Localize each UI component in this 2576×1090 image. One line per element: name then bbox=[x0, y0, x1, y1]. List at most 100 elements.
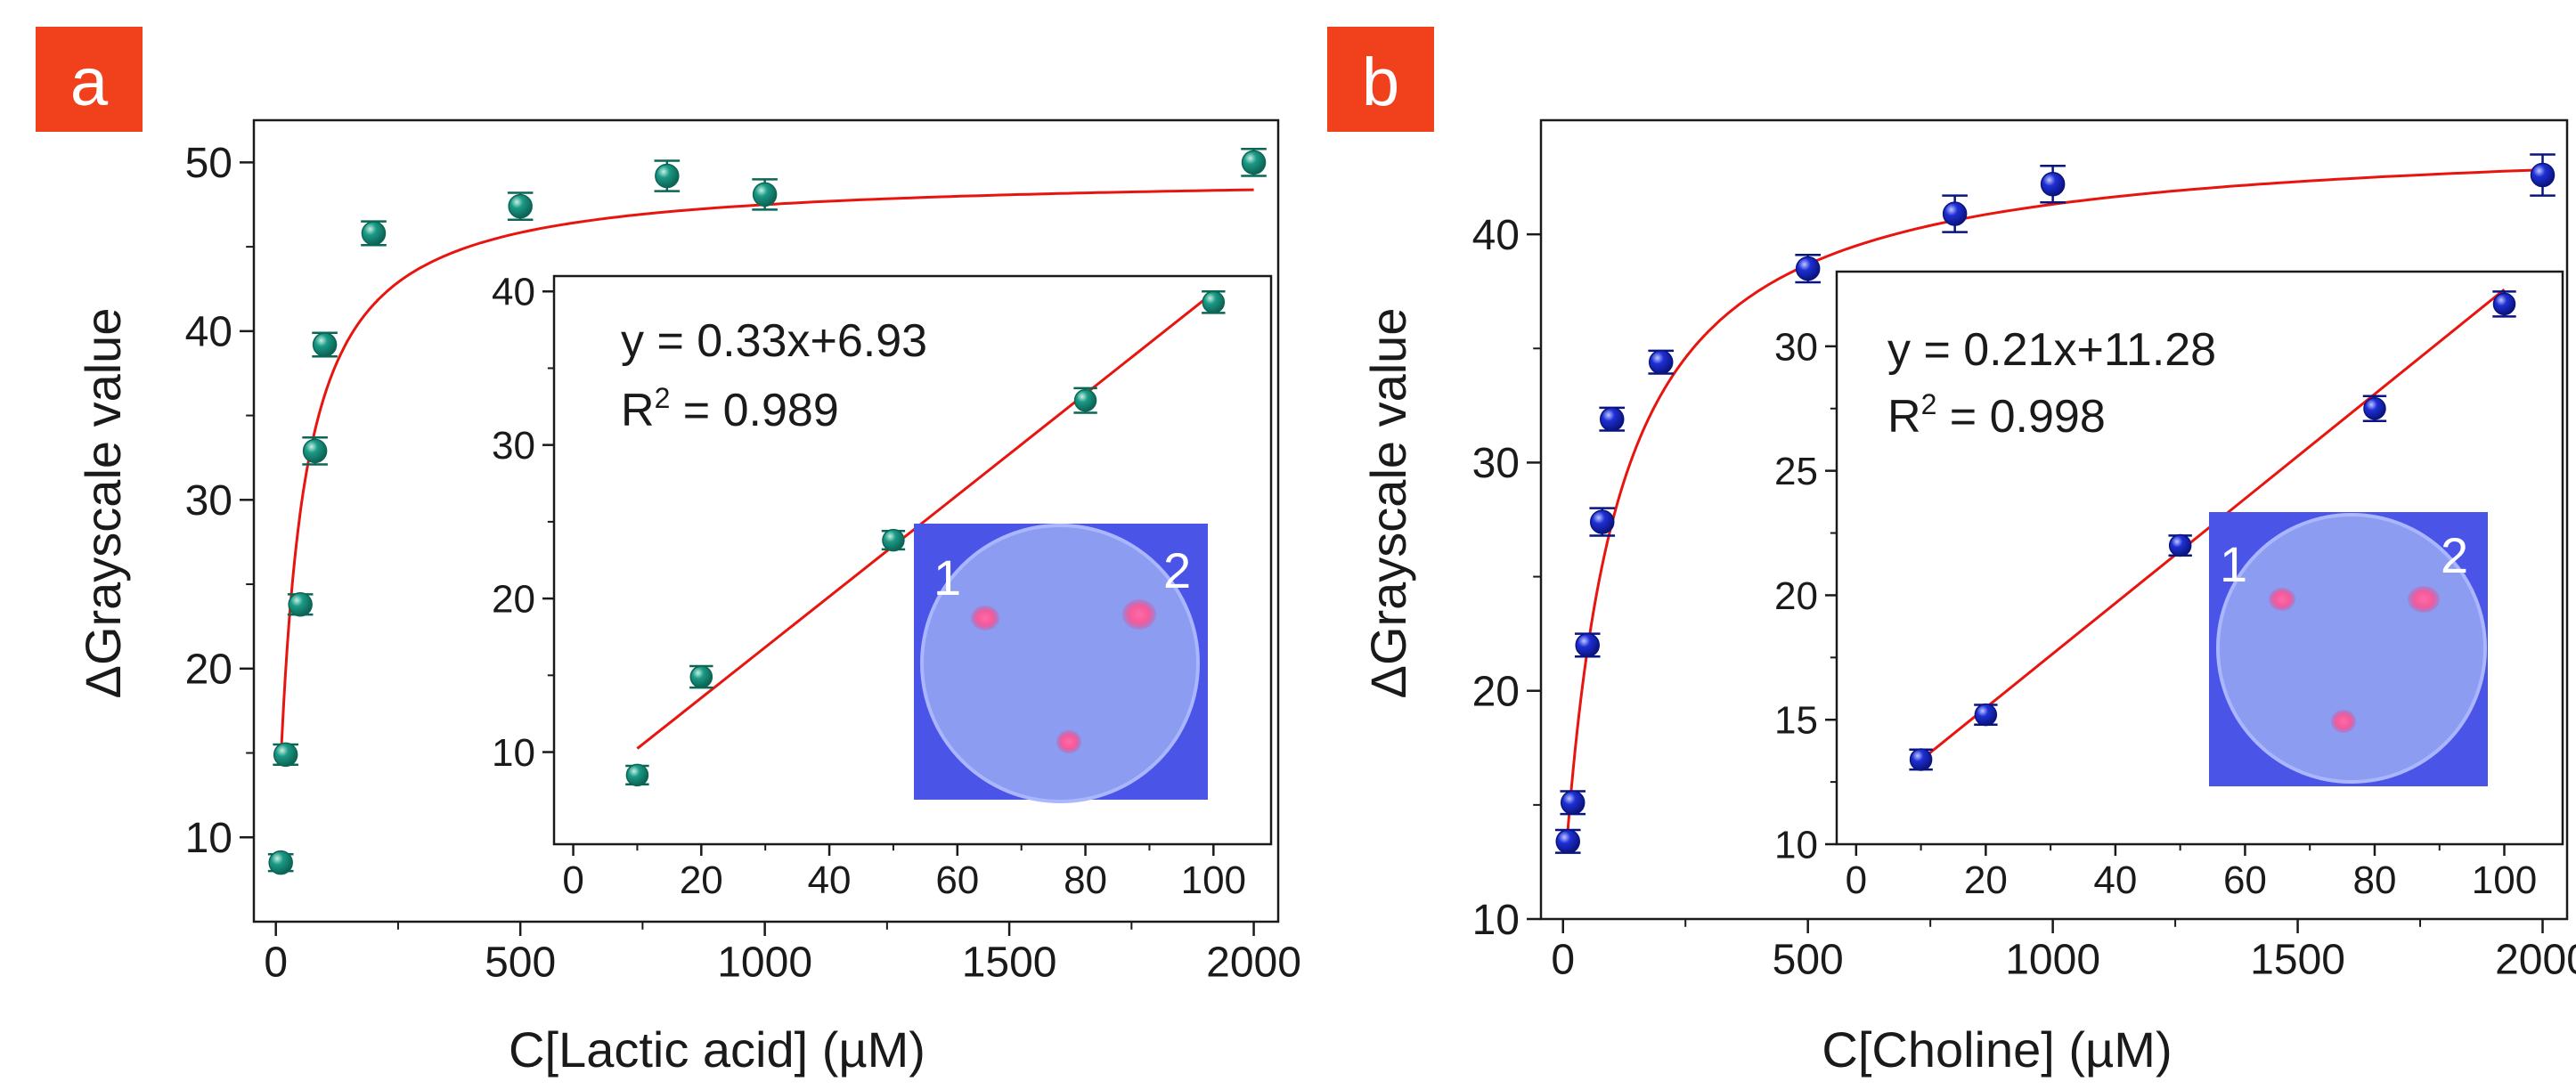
fit-curve bbox=[279, 188, 1254, 763]
inset-photo: 1 2 bbox=[914, 524, 1208, 803]
x-tick-label: 40 bbox=[808, 858, 852, 902]
data-point bbox=[273, 742, 298, 768]
data-point bbox=[302, 438, 328, 464]
photo-label-1: 1 bbox=[2220, 536, 2247, 592]
inset-photo: 1 2 bbox=[2209, 512, 2488, 786]
data-point bbox=[508, 193, 533, 219]
y-tick-label: 40 bbox=[1472, 212, 1520, 259]
y-tick-label: 30 bbox=[1472, 440, 1520, 487]
panel-label-badge bbox=[1327, 27, 1434, 132]
y-tick-label: 25 bbox=[1774, 450, 1818, 493]
inset-equation: y = 0.33x+6.93 bbox=[621, 315, 927, 367]
x-tick-label: 80 bbox=[2352, 858, 2396, 902]
data-point bbox=[2040, 172, 2066, 197]
y-tick-label: 20 bbox=[1774, 574, 1818, 618]
y-axis-label: ΔGrayscale value bbox=[1360, 308, 1416, 699]
y-tick-label: 30 bbox=[492, 424, 535, 468]
inset-r-squared: R2 = 0.998 bbox=[1887, 388, 2106, 443]
panel-label: a bbox=[70, 45, 109, 120]
x-tick-label: 0 bbox=[264, 940, 288, 987]
data-point bbox=[312, 332, 338, 357]
x-tick-label: 2000 bbox=[1206, 940, 1301, 987]
x-tick-label: 0 bbox=[1551, 937, 1575, 984]
photo-label-1: 1 bbox=[933, 549, 961, 606]
data-point bbox=[2363, 397, 2386, 420]
data-point bbox=[288, 592, 313, 617]
plot-frame bbox=[252, 118, 1280, 923]
data-point bbox=[2530, 162, 2556, 188]
data-point bbox=[1241, 150, 1267, 175]
y-tick-label: 50 bbox=[185, 140, 232, 187]
x-tick-label: 1500 bbox=[2250, 937, 2345, 984]
x-tick-label: 0 bbox=[562, 858, 583, 902]
x-axis-label: C[Lactic acid] (µM) bbox=[509, 1021, 925, 1078]
x-axis-label: C[Choline] (µM) bbox=[1822, 1021, 2172, 1078]
plot-frame bbox=[1539, 118, 2569, 921]
x-tick-label: 1500 bbox=[962, 940, 1057, 987]
y-tick-label: 15 bbox=[1774, 699, 1818, 743]
data-point bbox=[2492, 292, 2516, 316]
y-tick-label: 10 bbox=[1774, 823, 1818, 866]
data-point bbox=[689, 665, 713, 688]
y-tick-label: 20 bbox=[1472, 669, 1520, 716]
y-tick-label: 30 bbox=[185, 477, 232, 525]
data-point bbox=[1974, 703, 1998, 727]
plot-frame bbox=[552, 274, 1273, 846]
data-point bbox=[1942, 201, 1968, 226]
spot-1 bbox=[971, 606, 999, 630]
data-point bbox=[1795, 256, 1821, 281]
panel-label: b bbox=[1362, 45, 1399, 120]
x-tick-label: 60 bbox=[935, 858, 979, 902]
x-tick-label: 100 bbox=[1181, 858, 1246, 902]
inset-equation: y = 0.21x+11.28 bbox=[1887, 324, 2216, 376]
inset-plot: 0 20 40 60 80 100 10 20 30 40 bbox=[492, 271, 1273, 902]
spot-3 bbox=[1056, 730, 1081, 753]
y-tick-label: 40 bbox=[492, 271, 535, 314]
spot-3 bbox=[2331, 710, 2356, 733]
spot-2 bbox=[1122, 599, 1156, 630]
y-tick-label: 10 bbox=[1472, 897, 1520, 944]
plot-frame bbox=[1835, 270, 2564, 846]
data-point bbox=[1555, 829, 1580, 854]
x-tick-label: 20 bbox=[680, 858, 723, 902]
y-tick-label: 20 bbox=[492, 578, 535, 622]
x-tick-label: 100 bbox=[2472, 858, 2537, 902]
data-point bbox=[1575, 632, 1600, 658]
data-point bbox=[1599, 406, 1625, 432]
y-axis-label: ΔGrayscale value bbox=[75, 308, 131, 699]
data-point bbox=[882, 528, 905, 552]
y-tick-label: 10 bbox=[492, 731, 535, 775]
x-tick-label: 1000 bbox=[717, 940, 812, 987]
y-tick-label: 30 bbox=[1774, 325, 1818, 369]
data-point bbox=[1909, 748, 1933, 771]
x-tick-label: 500 bbox=[1773, 937, 1844, 984]
y-tick-label: 20 bbox=[185, 647, 232, 694]
x-tick-label: 0 bbox=[1846, 858, 1867, 902]
photo-label-2: 2 bbox=[1163, 542, 1191, 598]
data-point bbox=[361, 221, 387, 246]
data-point bbox=[1560, 790, 1586, 816]
data-point bbox=[1648, 349, 1674, 375]
x-tick-label: 1000 bbox=[2005, 937, 2100, 984]
x-tick-label: 2000 bbox=[2495, 937, 2576, 984]
x-tick-label: 20 bbox=[1964, 858, 2008, 902]
spot-1 bbox=[2269, 588, 2295, 611]
data-point bbox=[1202, 290, 1226, 314]
fit-curve bbox=[1566, 168, 2543, 830]
x-tick-label: 60 bbox=[2223, 858, 2267, 902]
data-point bbox=[655, 163, 680, 189]
data-point bbox=[1073, 388, 1097, 412]
panel-a: a ΔGrayscale value C[Lactic acid] (µM) 0… bbox=[36, 27, 1301, 1078]
y-tick-label: 10 bbox=[185, 815, 232, 862]
data-point bbox=[2168, 533, 2192, 557]
data-point bbox=[625, 763, 649, 787]
y-tick-label: 40 bbox=[185, 309, 232, 356]
panel-label-badge bbox=[36, 27, 143, 132]
panel-b: b ΔGrayscale value C[Choline] (µM) 0 500 1… bbox=[1327, 27, 2576, 1078]
data-point bbox=[268, 850, 293, 875]
linear-fit-line bbox=[636, 291, 1215, 750]
data-point bbox=[1589, 509, 1615, 534]
